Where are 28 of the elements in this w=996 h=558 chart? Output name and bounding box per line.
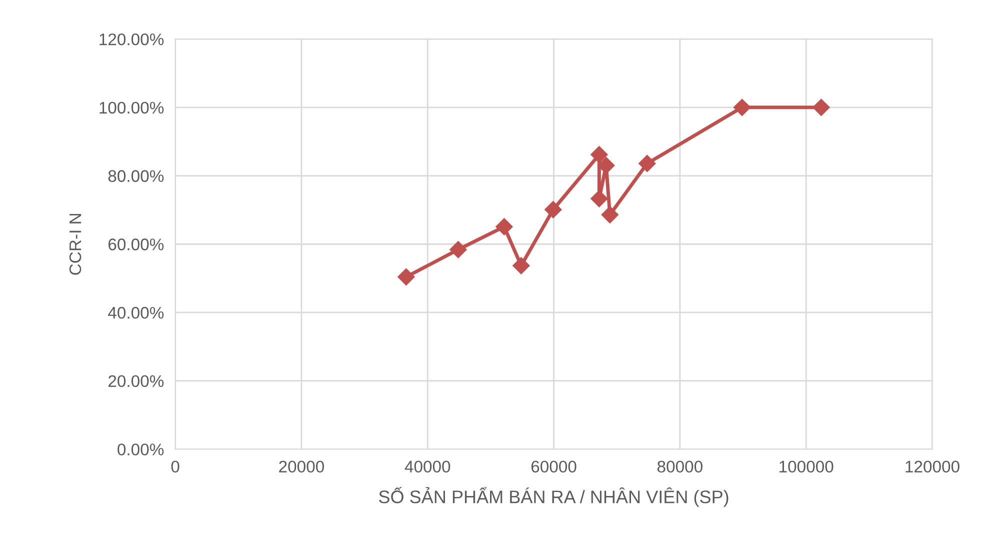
point	[398, 268, 415, 286]
point	[812, 98, 830, 116]
y-tick-label: 100.00%	[100, 102, 164, 114]
x-axis-title: SỐ SẢN PHẨM BÁN RA / NHÂN VIÊN (SP)	[379, 486, 728, 507]
x-tick-label: 80000	[657, 460, 702, 473]
y-tick-label: 80.00%	[108, 170, 164, 182]
y-tick-label: 60.00%	[108, 238, 164, 250]
point	[590, 146, 608, 164]
point	[496, 218, 513, 236]
x-tick-label: 100000	[780, 460, 834, 473]
x-tick-label: 0	[171, 460, 180, 473]
point	[544, 201, 562, 218]
point	[638, 154, 656, 172]
x-tick-label: 120000	[906, 460, 960, 473]
x-tick-label: 40000	[404, 460, 450, 473]
y-tick-label: 120.00%	[100, 33, 164, 46]
y-tick-label: 40.00%	[108, 306, 164, 319]
y-axis-title: CCR-I N	[69, 214, 82, 275]
point	[601, 206, 618, 224]
y-tick-label: 0.00%	[118, 444, 164, 456]
point	[598, 156, 615, 174]
x-tick-label: 20000	[279, 460, 324, 473]
point	[734, 98, 751, 116]
y-tick-label: 20.00%	[108, 375, 164, 388]
point	[590, 190, 608, 208]
x-tick-label: 60000	[531, 460, 576, 473]
point	[450, 241, 467, 258]
point	[512, 257, 530, 274]
